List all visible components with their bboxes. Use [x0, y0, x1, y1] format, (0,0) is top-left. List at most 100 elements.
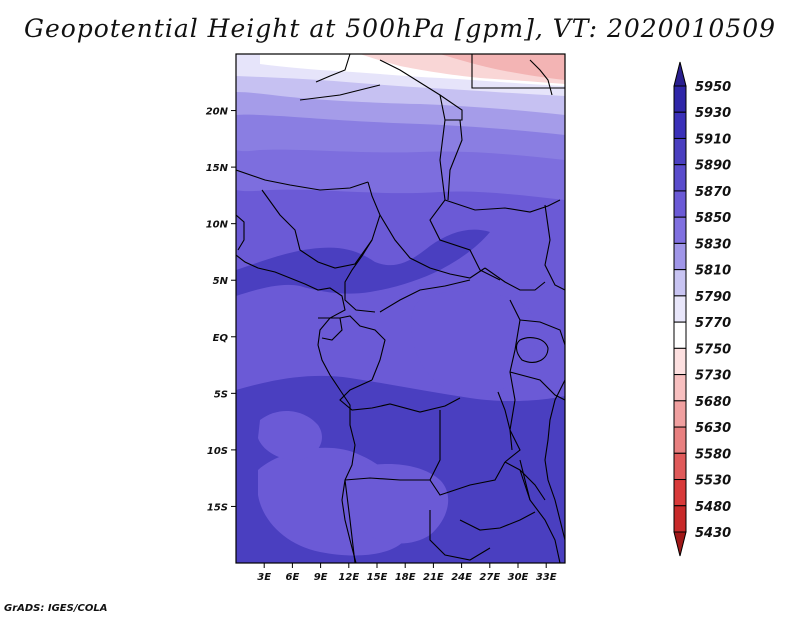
y-tick-label: 10S: [207, 446, 228, 457]
x-tick-label: 15E: [367, 572, 388, 583]
border-mali-niger: [236, 169, 369, 191]
border-botswana: [429, 510, 491, 561]
colorbar-label: 5530: [695, 474, 731, 489]
colorbar-segment: [673, 111, 687, 139]
x-tick-label: 12E: [338, 572, 359, 583]
y-tick-label: 10N: [206, 220, 229, 231]
border-gabon: [318, 317, 343, 341]
colorbar-label: 5950: [695, 80, 731, 95]
x-tick-label: 9E: [314, 572, 328, 583]
border-lake-malawi: [519, 459, 531, 501]
border-libya-egypt: [471, 54, 565, 89]
colorbar-segment: [673, 374, 687, 402]
y-tick-label: 20N: [206, 107, 229, 118]
colorbar-segment: [673, 452, 687, 481]
colorbar: 5950 5930 5910 5890 5870 5850 5830 5810 5790 5770…: [673, 61, 731, 557]
border-drc-west: [339, 379, 461, 413]
border-tanzania: [509, 371, 565, 401]
y-tick-label: 15N: [206, 163, 229, 174]
x-tick-label: 21E: [423, 572, 444, 583]
colorbar-segment: [673, 505, 687, 533]
border-drc-east: [504, 299, 521, 463]
border-chad-car: [379, 214, 486, 279]
page-title: Geopotential Height at 500hPa [gpm], VT:…: [23, 14, 777, 43]
mid-patch-central: [344, 464, 449, 544]
colorbar-label: 5430: [695, 526, 731, 541]
deep-patch-gulf: [236, 229, 490, 296]
colorbar-segment: [673, 400, 687, 428]
colorbar-label: 5680: [695, 395, 731, 410]
colorbar-label: 5930: [695, 106, 731, 121]
border-libya-sudan: [439, 94, 463, 121]
colorbar-top-triangle: [673, 61, 687, 87]
colorbar-label: 5480: [695, 500, 731, 515]
colorbar-label: 5790: [695, 290, 731, 305]
colorbar-segment: [673, 269, 687, 297]
border-niger-north: [299, 84, 381, 101]
border-sudan-chad: [447, 119, 463, 201]
band-rose-north: [440, 54, 565, 80]
colorbar-segment: [673, 216, 687, 244]
border-angola-namibia: [344, 477, 430, 481]
footer-credit: GrADS: IGES/COLA: [4, 603, 108, 614]
colorbar-label: 5750: [695, 342, 731, 357]
y-axis: 20N 15N 10N 5N EQ 5S 10S 15S: [206, 107, 236, 513]
colorbar-segment: [673, 347, 687, 376]
coast-red-sea: [529, 59, 553, 96]
coast-senegal: [236, 214, 245, 251]
colorbar-segment: [673, 190, 687, 218]
border-zambia-malawi: [504, 461, 546, 501]
colorbar-label: 5830: [695, 237, 731, 252]
border-lake-tanganyika: [497, 391, 513, 451]
coast-east-africa: [544, 379, 565, 541]
x-tick-label: 24E: [451, 572, 472, 583]
colorbar-segment: [673, 137, 687, 166]
x-tick-label: 18E: [395, 572, 416, 583]
colorbar-segment: [673, 295, 687, 323]
colorbar-segment: [673, 164, 687, 192]
x-axis: 3E 6E 9E 12E 15E 18E 21E 24E 27E 30E 33E: [257, 563, 557, 583]
border-mozambique: [519, 469, 561, 563]
x-tick-label: 3E: [257, 572, 271, 583]
map-frame: [235, 53, 566, 564]
colorbar-segment: [673, 85, 687, 113]
border-congo: [339, 315, 386, 381]
colorbar-label: 5630: [695, 421, 731, 436]
colorbar-label: 5890: [695, 159, 731, 174]
height-field: [236, 54, 565, 563]
x-tick-label: 27E: [479, 572, 500, 583]
border-ss-drc: [484, 267, 546, 291]
border-car-drc: [379, 279, 471, 313]
border-namibia-sa: [344, 479, 356, 563]
country-borders: [236, 54, 565, 563]
colorbar-bottom-triangle: [673, 531, 687, 557]
y-tick-label: 15S: [207, 502, 228, 513]
colorbar-label: 5910: [695, 132, 731, 147]
colorbar-segment: [673, 242, 687, 271]
x-tick-label: 33E: [536, 572, 557, 583]
border-angola-zambia: [429, 410, 506, 496]
colorbar-label: 5580: [695, 447, 731, 462]
y-tick-label: 5S: [214, 389, 228, 400]
border-algeria-libya: [315, 54, 351, 83]
border-sudan-ss: [444, 199, 561, 213]
colorbar-label: 5810: [695, 264, 731, 279]
border-lake-victoria: [515, 337, 549, 363]
y-tick-label: EQ: [213, 333, 229, 344]
colorbar-label: 5850: [695, 211, 731, 226]
border-zimbabwe: [459, 511, 536, 531]
x-tick-label: 6E: [286, 572, 300, 583]
border-nigeria: [261, 181, 381, 269]
colorbar-segment: [673, 479, 687, 507]
colorbar-label: 5730: [695, 369, 731, 384]
colorbar-label: 5770: [695, 316, 731, 331]
colorbar-segment: [673, 321, 687, 349]
y-tick-label: 5N: [213, 276, 229, 287]
border-ethiopia: [544, 204, 565, 291]
mid-patch-westcoast: [258, 410, 322, 461]
colorbar-segment: [673, 426, 687, 454]
x-tick-label: 30E: [508, 572, 529, 583]
mid-patch-congo: [411, 290, 536, 395]
border-uganda-kenya: [519, 319, 565, 346]
